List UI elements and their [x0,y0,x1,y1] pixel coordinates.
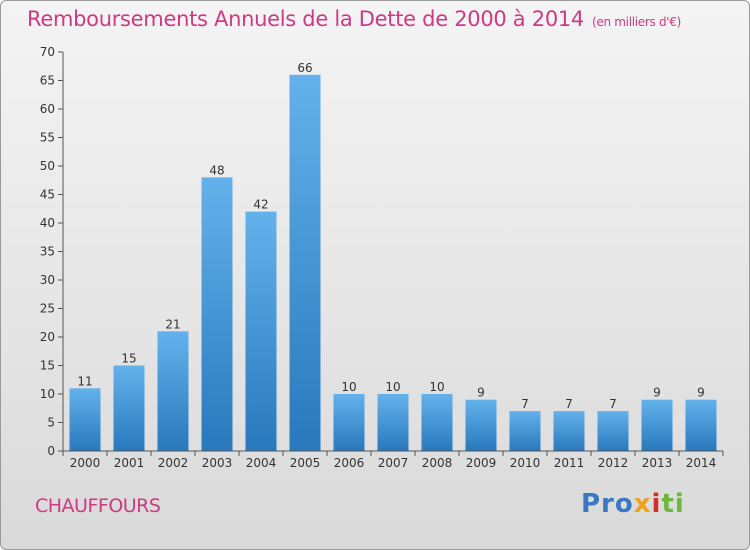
y-tick-label: 65 [40,74,55,88]
bar-2001 [113,365,145,451]
bar-2009 [465,399,497,451]
y-tick-label: 35 [40,245,55,259]
value-label-2009: 9 [477,386,485,400]
value-label-2005: 66 [297,61,312,75]
bar-2000 [69,388,101,451]
x-tick-label-2011: 2011 [554,456,585,470]
bars-group: 11 15 21 48 42 66 10 10 10 9 7 7 7 9 9 [69,61,717,452]
x-tick-label-2000: 2000 [70,456,101,470]
y-tick-label: 5 [47,416,55,430]
bar-2012 [597,411,629,451]
value-label-2008: 10 [429,380,444,394]
bar-2007 [377,394,409,451]
value-label-2001: 15 [121,352,136,366]
x-tick-label-2009: 2009 [466,456,497,470]
y-tick-label: 40 [40,216,55,230]
x-tick-label-2005: 2005 [290,456,321,470]
chart-unit-note: (en milliers d'€) [592,15,682,29]
value-label-2004: 42 [253,198,268,212]
value-label-2006: 10 [341,380,356,394]
y-tick-label: 70 [40,45,55,59]
x-tick-label-2006: 2006 [334,456,365,470]
x-tick-label-2007: 2007 [378,456,409,470]
x-tick-label-2012: 2012 [598,456,629,470]
value-label-2003: 48 [209,163,224,177]
x-tick-label-2001: 2001 [114,456,145,470]
value-label-2000: 11 [77,374,92,388]
logo-part-2: x [633,489,652,519]
value-label-2013: 9 [653,386,661,400]
value-label-2010: 7 [521,397,529,411]
logo-part-4: ti [661,489,685,519]
y-tick-label: 50 [40,159,55,173]
x-tick-label-2014: 2014 [686,456,717,470]
x-tick-label-2004: 2004 [246,456,277,470]
bar-2011 [553,411,585,451]
y-tick-label: 30 [40,273,55,287]
bar-2013 [641,399,673,451]
proxiti-logo[interactable]: Proxiti [581,489,685,519]
value-label-2012: 7 [609,397,617,411]
chart-title: Remboursements Annuels de la Dette de 20… [27,7,681,31]
y-tick-label: 0 [47,444,55,458]
bar-2002 [157,331,189,451]
value-label-2007: 10 [385,380,400,394]
y-tick-label: 20 [40,330,55,344]
value-label-2014: 9 [697,386,705,400]
logo-part-1: Pro [581,489,634,519]
value-label-2011: 7 [565,397,573,411]
x-tick-label-2008: 2008 [422,456,453,470]
chart-title-text: Remboursements Annuels de la Dette de 20… [27,7,584,31]
y-tick-label: 60 [40,102,55,116]
y-tick-label: 55 [40,131,55,145]
bar-2006 [333,394,365,451]
y-tick-label: 10 [40,387,55,401]
axes-group: 0 5 10 15 20 25 30 35 40 45 50 55 60 65 70 2000 2001 2002… [40,45,724,470]
x-tick-label-2002: 2002 [158,456,189,470]
y-tick-label: 15 [40,359,55,373]
y-tick-label: 45 [40,188,55,202]
bar-2008 [421,394,453,451]
bar-2003 [201,177,233,451]
value-label-2002: 21 [165,317,180,331]
logo-part-3: i [651,489,662,519]
city-name: CHAUFFOURS [35,495,161,517]
y-tick-label: 25 [40,302,55,316]
bar-2005 [289,74,321,452]
bar-2010 [509,411,541,451]
bar-2004 [245,211,277,451]
x-tick-label-2013: 2013 [642,456,673,470]
x-tick-label-2010: 2010 [510,456,541,470]
bar-2014 [685,399,717,451]
x-tick-label-2003: 2003 [202,456,233,470]
